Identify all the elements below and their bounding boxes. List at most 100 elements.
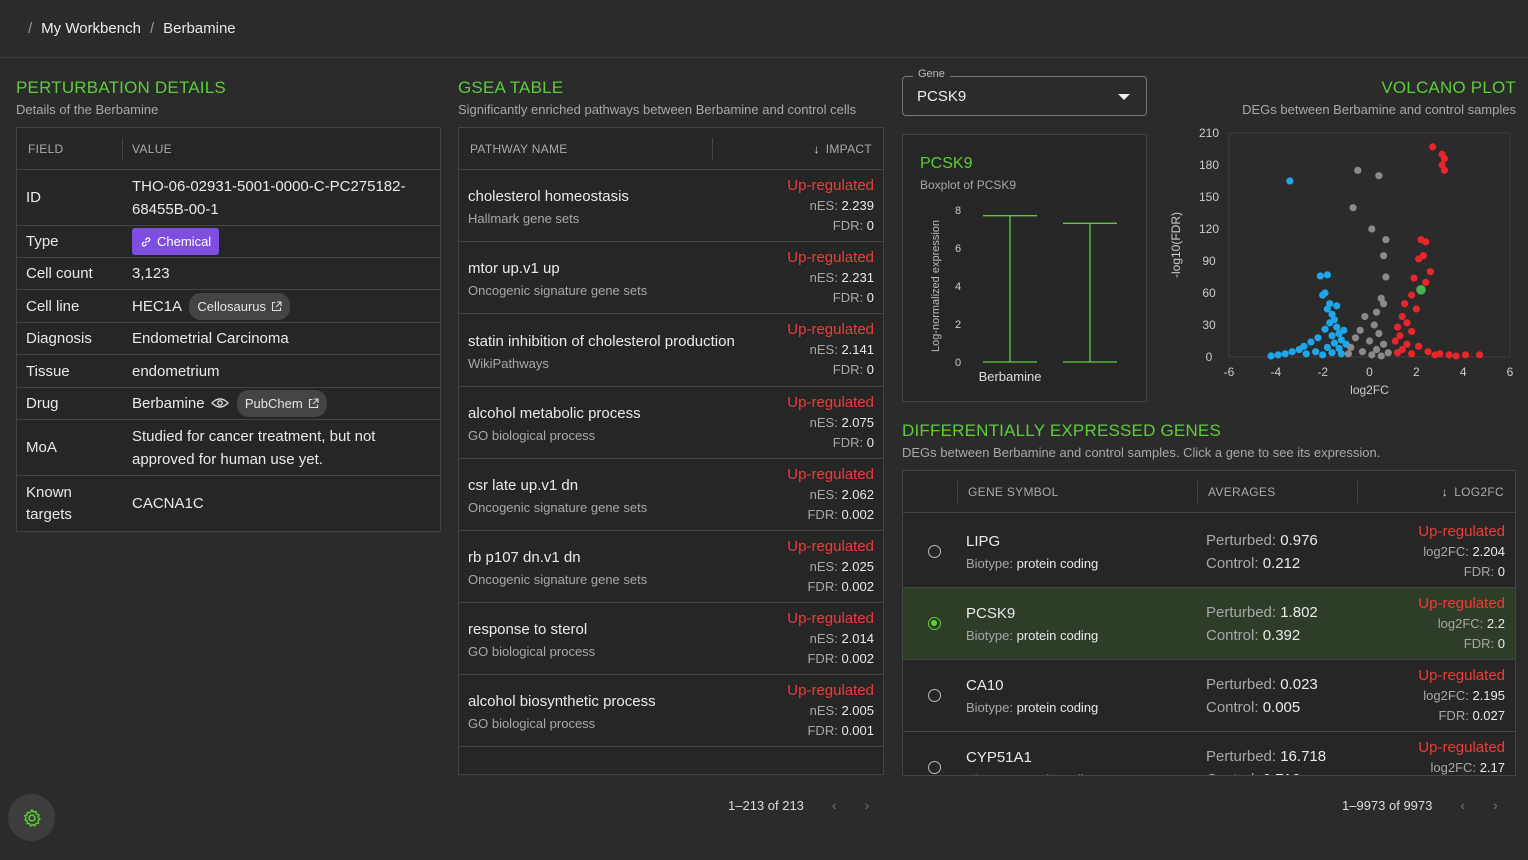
data-point[interactable] [1426,268,1434,276]
data-point[interactable] [1330,339,1338,347]
gsea-table[interactable]: PATHWAY NAME ↓ IMPACT cholesterol homeost… [458,127,884,775]
data-point[interactable] [1379,300,1388,308]
data-point[interactable] [1316,272,1324,280]
table-row[interactable]: CYP51A1Biotype: protein codingPerturbed:… [903,732,1515,775]
table-row[interactable]: alcohol metabolic process GO biological p… [459,387,883,459]
data-point[interactable] [1398,312,1406,321]
table-row[interactable]: mtor up.v1 up Oncogenic signature gene se… [459,242,883,314]
table-row[interactable]: PCSK9 Biotype: protein coding Perturbed: 1… [903,588,1515,660]
data-point[interactable] [1337,350,1345,358]
data-point[interactable] [1347,343,1355,351]
data-point[interactable] [1340,326,1348,334]
col-gene-symbol[interactable]: GENE SYMBOL [958,480,1198,503]
data-point[interactable] [1440,155,1449,163]
data-point[interactable] [1351,334,1360,342]
next-page-icon[interactable]: › [1493,797,1498,813]
data-point[interactable] [1424,348,1432,356]
deg-table[interactable]: GENE SYMBOL AVERAGES ↓ LOG2FC LIPG Biotype… [902,470,1516,776]
table-row[interactable]: alcohol biosynthetic process GO biologica… [459,675,883,747]
gene-radio[interactable] [903,761,966,774]
data-point[interactable] [1408,291,1416,299]
data-point[interactable] [1401,300,1409,308]
data-point[interactable] [1370,321,1378,329]
data-point[interactable] [1267,352,1275,360]
col-averages[interactable]: AVERAGES [1198,480,1358,503]
data-point[interactable] [1461,351,1470,359]
data-point[interactable] [1286,177,1294,185]
data-point[interactable] [1382,273,1390,281]
data-point[interactable] [1288,348,1296,356]
data-point[interactable] [1384,349,1392,357]
prev-page-icon[interactable]: ‹ [1460,797,1466,813]
data-point[interactable] [1365,337,1374,345]
data-point[interactable] [1319,291,1327,299]
prev-page-icon[interactable]: ‹ [831,797,837,813]
data-point[interactable] [1337,336,1345,344]
data-point[interactable] [1408,350,1416,358]
table-row[interactable]: LIPG Biotype: protein coding Perturbed: 0.… [903,516,1515,588]
col-impact[interactable]: ↓ IMPACT [713,142,883,156]
data-point[interactable] [1377,352,1385,360]
table-row[interactable]: cholesterol homeostasis Hallmark gene set… [459,170,883,242]
data-point[interactable] [1281,350,1289,358]
data-point[interactable] [1375,172,1383,180]
gene-radio[interactable] [903,545,966,558]
data-point[interactable] [1372,345,1381,354]
box-whisker[interactable] [1063,222,1117,363]
data-point[interactable] [1274,351,1282,359]
next-page-icon[interactable]: › [864,797,870,813]
table-row[interactable]: response to sterol GO biological process U… [459,603,883,675]
data-point[interactable] [1382,236,1390,244]
selected-gene-point[interactable] [1416,285,1426,295]
data-point[interactable] [1375,329,1383,338]
breadcrumb-home-link[interactable]: My Workbench [41,20,141,37]
data-point[interactable] [1354,166,1362,174]
data-point[interactable] [1326,319,1334,327]
table-row[interactable]: oxidoreductase activity acting onUp-regu… [459,747,883,775]
data-point[interactable] [1394,323,1402,331]
data-point[interactable] [1403,319,1411,327]
data-point[interactable] [1415,255,1423,263]
data-point[interactable] [1349,204,1357,212]
data-point[interactable] [1295,345,1303,354]
gene-radio[interactable] [903,617,966,630]
data-point[interactable] [1307,338,1315,346]
table-row[interactable]: csr late up.v1 dn Oncogenic signature gen… [459,459,883,531]
data-point[interactable] [1412,305,1420,313]
data-point[interactable] [1321,325,1329,333]
data-point[interactable] [1429,143,1437,151]
data-point[interactable] [1333,323,1341,331]
pubchem-link[interactable]: PubChem [236,390,327,417]
data-point[interactable] [1445,351,1453,359]
data-point[interactable] [1333,302,1341,310]
data-point[interactable] [1431,351,1439,359]
data-point[interactable] [1358,348,1367,356]
data-point[interactable] [1323,343,1331,351]
volcano-plot[interactable]: 0 30 60 90 120 150 180 210 -6 -4 -2 0 2 4 6 log2FC -log1… [1165,120,1520,405]
col-log2fc[interactable]: ↓ LOG2FC [1358,485,1515,499]
settings-button[interactable] [8,794,55,841]
data-point[interactable] [1312,348,1320,356]
col-pathway-name[interactable]: PATHWAY NAME [459,137,713,160]
data-point[interactable] [1319,351,1327,359]
data-point[interactable] [1422,278,1430,286]
data-point[interactable] [1372,308,1381,316]
data-point[interactable] [1379,252,1388,260]
table-row[interactable]: rb p107 dn.v1 dn Oncogenic signature gene… [459,531,883,603]
cellosaurus-link[interactable]: Cellosaurus [189,292,291,320]
chemical-badge[interactable]: Chemical [132,228,220,255]
data-point[interactable] [1323,305,1331,313]
gene-select[interactable]: Gene PCSK9 [902,68,1147,116]
gene-radio[interactable] [903,689,966,702]
data-point[interactable] [1410,274,1418,282]
data-point[interactable] [1302,350,1310,358]
data-point[interactable] [1408,327,1416,335]
data-point[interactable] [1328,332,1336,340]
eye-icon[interactable] [210,397,229,409]
data-point[interactable] [1328,349,1336,357]
data-point[interactable] [1415,342,1423,350]
box-whisker[interactable] [983,215,1037,363]
data-point[interactable] [1403,340,1411,348]
data-point[interactable] [1361,312,1369,321]
data-point[interactable] [1391,337,1399,345]
